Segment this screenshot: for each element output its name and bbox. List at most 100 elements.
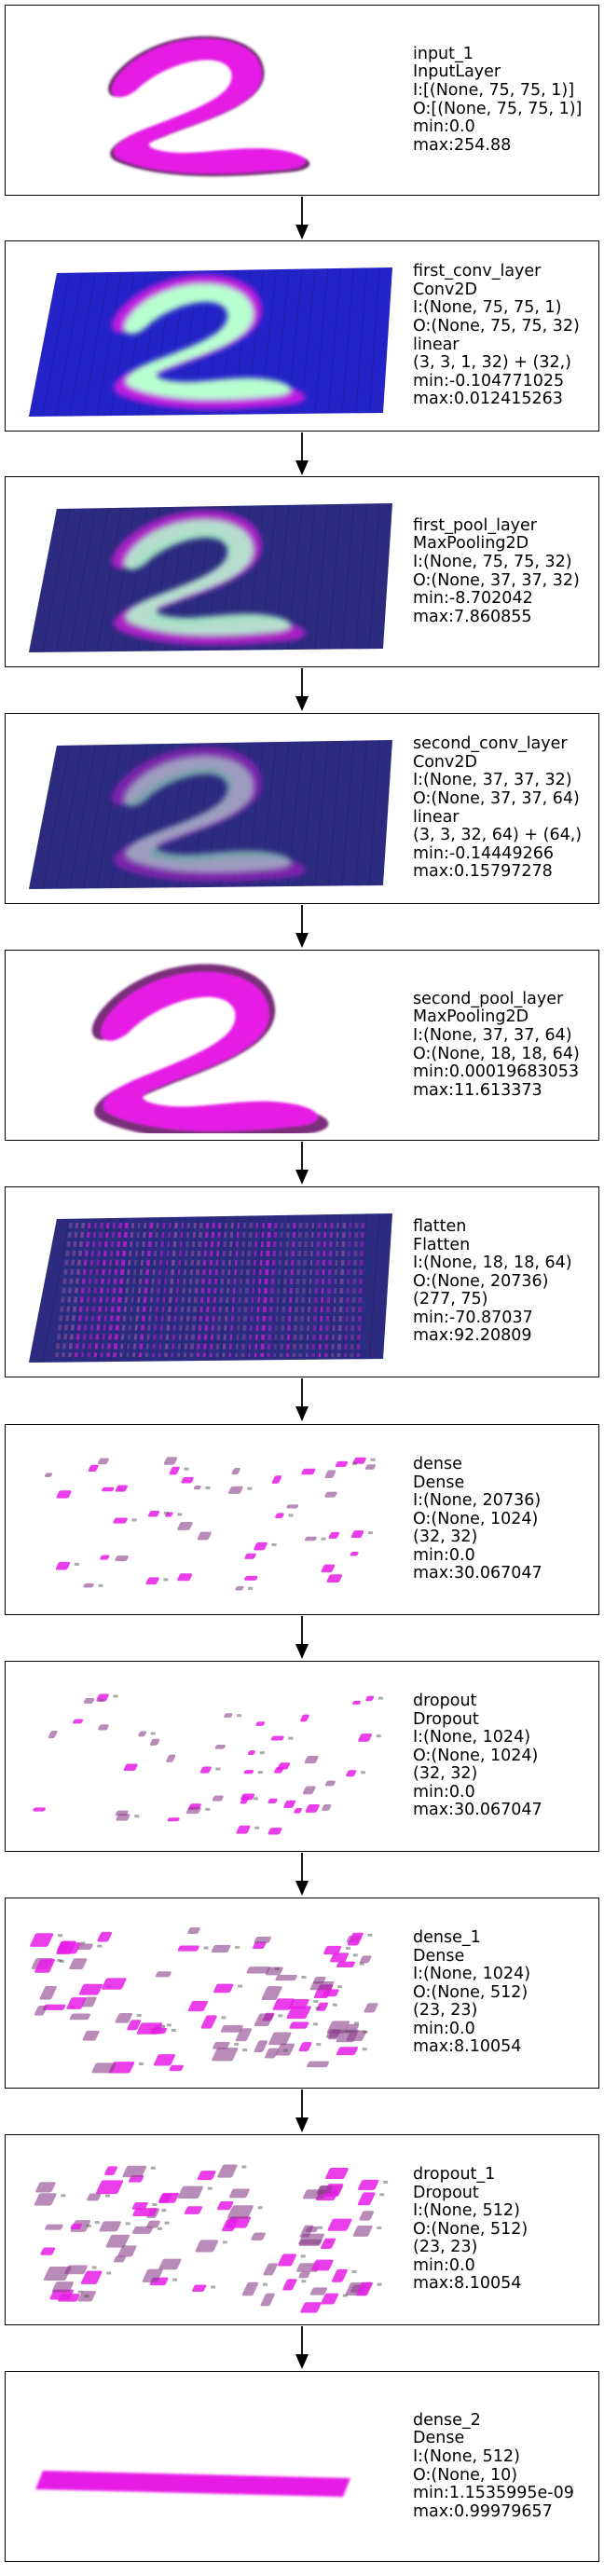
layer-detail: I:(None, 75, 75, 32) <box>413 552 572 571</box>
flow-arrow <box>295 432 309 475</box>
layer-detail: I:(None, 37, 37, 32) <box>413 771 572 790</box>
layer-detail: I:(None, 1024) <box>413 1965 531 1984</box>
layer-visualization <box>44 1457 376 1591</box>
layer-visualization <box>35 2471 350 2497</box>
layer-name: dropout <box>413 1691 477 1710</box>
layer-box-dropout-1: dropout_1 Dropout I:(None, 512) O:(None, 51… <box>5 2134 599 2325</box>
layer-info: dense_1 Dense I:(None, 1024) O:(None, 512)(… <box>413 1898 595 2088</box>
layer-detail: O:(None, 18, 18, 64) <box>413 1044 580 1063</box>
layer-type: Flatten <box>413 1235 471 1254</box>
layer-name: second_pool_layer <box>413 989 564 1008</box>
layer-box-first-conv-layer: first_conv_layer Conv2D I:(None, 75, 75, 1… <box>5 240 599 432</box>
layer-info: second_pool_layer MaxPooling2D I:(None, 37… <box>413 951 595 1140</box>
sparse-activations <box>30 1927 378 2074</box>
layer-detail: I:(None, 75, 75, 1) <box>413 298 562 318</box>
output-bar <box>35 2471 350 2497</box>
layer-type: Dense <box>413 2429 465 2448</box>
digit-activation <box>111 510 306 646</box>
layer-detail: max:0.99979657 <box>413 2501 553 2521</box>
digit-activation <box>108 35 310 177</box>
layer-visualization <box>33 1693 383 1835</box>
layer-name: dense_2 <box>413 2410 481 2430</box>
layer-type: Dense <box>413 1946 465 1966</box>
layer-type: Dropout <box>413 2183 479 2202</box>
flow-arrow <box>295 2326 309 2369</box>
flow-arrow <box>295 1378 309 1421</box>
layer-info: dropout Dropout I:(None, 1024) O:(None, 102… <box>413 1662 595 1851</box>
layer-detail: min:0.0 <box>413 2019 475 2038</box>
layer-info: first_conv_layer Conv2D I:(None, 75, 75, 1… <box>413 241 595 431</box>
layer-box-second-pool-layer: second_pool_layer MaxPooling2D I:(None, 37… <box>5 950 599 1141</box>
digit-activation <box>111 747 306 883</box>
layer-box-dropout: dropout Dropout I:(None, 1024) O:(None, 102… <box>5 1661 599 1852</box>
layer-name: first_conv_layer <box>413 262 542 281</box>
sparse-activations <box>44 1457 376 1591</box>
sparse-activations <box>33 1693 383 1835</box>
layer-box-first-pool-layer: first_pool_layer MaxPooling2D I:(None, 75,… <box>5 476 599 667</box>
layer-detail: (32, 32) <box>413 1528 478 1547</box>
layer-detail: max:8.10054 <box>413 2274 522 2294</box>
layer-detail: max:30.067047 <box>413 1564 542 1583</box>
flow-arrow <box>295 2090 309 2132</box>
layer-detail: (277, 75) <box>413 1290 488 1309</box>
layer-box-second-conv-layer: second_conv_layer Conv2D I:(None, 37, 37, … <box>5 713 599 904</box>
layer-type: Dense <box>413 1473 465 1492</box>
flow-arrow <box>295 1616 309 1659</box>
layer-type: Dropout <box>413 1709 479 1729</box>
layer-detail: O:(None, 512) <box>413 2219 528 2239</box>
layer-name: first_pool_layer <box>413 515 537 535</box>
layer-detail: (23, 23) <box>413 2001 478 2021</box>
layer-info: dropout_1 Dropout I:(None, 512) O:(None, 51… <box>413 2135 595 2324</box>
layer-visualization <box>28 740 392 890</box>
layer-detail: O:(None, 1024) <box>413 1746 539 1765</box>
layer-detail: I:(None, 18, 18, 64) <box>413 1254 572 1273</box>
layer-type: Conv2D <box>413 752 477 772</box>
layer-box-dense: dense Dense I:(None, 20736) O:(None, 1024)(… <box>5 1424 599 1615</box>
layer-visualization <box>28 503 392 653</box>
layer-detail: min:-0.14449266 <box>413 843 554 863</box>
layer-detail: O:(None, 37, 37, 64) <box>413 788 580 808</box>
layer-info: dense_2 Dense I:(None, 512) O:(None, 10) min… <box>413 2372 595 2561</box>
layer-detail: (3, 3, 1, 32) + (32,) <box>413 353 571 373</box>
flatten-stripes <box>55 1222 365 1358</box>
layer-detail: min:1.1535995e-09 <box>413 2484 574 2503</box>
layer-detail: min:0.00019683053 <box>413 1062 580 1082</box>
layer-detail: I:(None, 1024) <box>413 1728 531 1747</box>
layer-visualization <box>28 267 392 418</box>
flow-arrow <box>295 905 309 948</box>
layer-detail: (23, 23) <box>413 2238 478 2257</box>
sparse-activations <box>34 2164 389 2313</box>
layer-detail: max:7.860855 <box>413 607 532 626</box>
layer-detail: I:(None, 512) <box>413 2446 520 2466</box>
layer-detail: max:11.613373 <box>413 1080 542 1100</box>
layer-detail: max:30.067047 <box>413 1801 542 1820</box>
layer-info: dense Dense I:(None, 20736) O:(None, 1024)(… <box>413 1425 595 1614</box>
layer-type: MaxPooling2D <box>413 1007 529 1027</box>
digit-activation <box>111 274 306 410</box>
layer-name: second_conv_layer <box>413 734 568 754</box>
layer-type: InputLayer <box>413 62 501 82</box>
layer-detail: min:0.0 <box>413 1545 475 1565</box>
layer-detail: min:-0.104771025 <box>413 371 565 391</box>
activation-plane <box>29 1213 392 1363</box>
layer-detail: I:(None, 512) <box>413 2201 520 2221</box>
layer-detail: O:(None, 1024) <box>413 1509 539 1528</box>
flow-arrow <box>295 1142 309 1185</box>
layer-name: flatten <box>413 1216 467 1236</box>
layer-detail: max:0.15797278 <box>413 862 553 882</box>
layer-info: first_pool_layer MaxPooling2D I:(None, 75,… <box>413 477 595 666</box>
layer-detail: max:8.10054 <box>413 2037 522 2057</box>
layer-detail: linear <box>413 807 460 827</box>
layer-detail: linear <box>413 335 460 354</box>
layer-detail: I:(None, 20736) <box>413 1491 542 1511</box>
layer-visualization <box>30 1927 378 2074</box>
layer-detail: min:0.0 <box>413 1782 475 1802</box>
layer-detail: (3, 3, 32, 64) + (64,) <box>413 826 583 845</box>
layer-detail: I:(None, 37, 37, 64) <box>413 1025 572 1045</box>
layer-detail: min:0.0 <box>413 117 475 137</box>
layer-info: flatten Flatten I:(None, 18, 18, 64) O:(Non… <box>413 1187 595 1377</box>
layer-box-dense-1: dense_1 Dense I:(None, 1024) O:(None, 512)(… <box>5 1898 599 2089</box>
layer-detail: O:(None, 512) <box>413 1982 528 2002</box>
pooled-activation <box>91 964 329 1133</box>
